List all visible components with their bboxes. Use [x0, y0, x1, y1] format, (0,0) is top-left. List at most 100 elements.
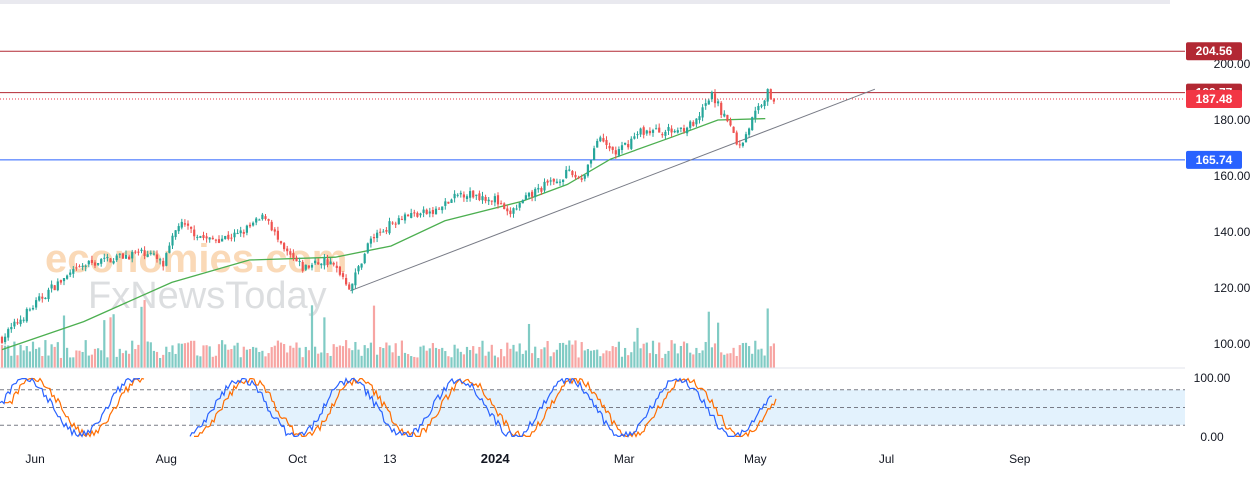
volume-bar [605, 350, 608, 368]
candle-body [180, 221, 183, 228]
volume-bar [751, 353, 754, 368]
volume-bar [267, 353, 270, 368]
volume-bar [289, 345, 292, 368]
time-tick-label: Mar [614, 452, 635, 466]
candle-body [242, 232, 245, 234]
level-badge-label: 165.74 [1196, 153, 1233, 167]
candle-body [478, 193, 481, 200]
stochastic-pane[interactable] [0, 376, 1185, 438]
volume-bar [230, 349, 233, 368]
volume-bar [744, 342, 748, 368]
candle-body [354, 272, 357, 286]
candle-body [16, 322, 19, 324]
candle-body [252, 222, 255, 226]
volume-bar [87, 355, 90, 368]
candle-body [289, 251, 292, 255]
candle-body [255, 218, 258, 223]
candle-body [723, 113, 726, 117]
candle-body [419, 213, 422, 216]
candle-body [698, 116, 701, 121]
price-tick-label: 200.00 [1214, 57, 1251, 71]
candle-body [766, 89, 769, 102]
candle-body [682, 128, 686, 132]
candle-body [534, 188, 537, 198]
stoch-tick-label: 0.00 [1200, 430, 1224, 444]
volume-bar [227, 349, 230, 368]
trendline[interactable] [350, 88, 876, 292]
candle-body [763, 100, 766, 107]
volume-bar [599, 356, 602, 368]
volume-bar [131, 340, 134, 368]
volume-bar [208, 346, 211, 368]
candle-body [751, 117, 754, 131]
volume-bar [81, 351, 84, 368]
volume-bar [537, 357, 540, 368]
candle-body [307, 265, 310, 268]
candle-body [233, 232, 236, 238]
candle-body [298, 261, 301, 263]
volume-bar [462, 354, 465, 368]
volume-bar [261, 350, 264, 368]
candle-body [537, 187, 540, 190]
volume-bar [624, 347, 627, 368]
candle-body [348, 284, 351, 290]
volume-bar [524, 350, 527, 368]
candle-body [475, 194, 478, 196]
volume-bar [295, 342, 298, 368]
candle-body [13, 321, 16, 327]
volume-bar [425, 350, 428, 368]
volume-bar [664, 353, 667, 368]
candle-body [748, 128, 751, 135]
volume-bar [180, 343, 183, 368]
volume-bar [357, 349, 360, 368]
volume-bar [177, 343, 180, 368]
candle-body [574, 174, 577, 178]
volume-bar [252, 346, 255, 368]
candle-body [562, 179, 565, 182]
candle-body [332, 262, 335, 265]
volume-bar [286, 352, 289, 368]
volume-bar [676, 353, 679, 368]
candle-body [397, 218, 400, 225]
volume-bar [35, 348, 38, 368]
candle-body [673, 130, 676, 133]
volume-bar [661, 357, 664, 368]
volume-bar [648, 353, 651, 368]
candle-body [38, 296, 41, 301]
candle-body [4, 336, 7, 343]
volume-bar [335, 346, 338, 368]
candle-body [425, 209, 428, 215]
volume-bar [400, 340, 403, 368]
volume-bar [128, 353, 131, 368]
time-axis[interactable]: Jun Aug Oct 13 2024 Mar May Jul Sep [25, 451, 1030, 466]
candle-body [53, 285, 56, 291]
volume-bar [360, 355, 363, 368]
volume-bar [115, 356, 118, 368]
volume-bar [0, 344, 4, 368]
volume-bar [62, 315, 66, 368]
candle-body [279, 241, 283, 244]
volume-bar [518, 343, 521, 368]
candle-body [121, 253, 124, 259]
volume-bar [509, 348, 512, 368]
candle-body [261, 214, 264, 220]
candle-body [239, 230, 242, 234]
volume-bar [183, 343, 186, 368]
level-badge [1186, 150, 1242, 169]
candle-body [469, 191, 472, 198]
stoch-k-line [0, 377, 140, 438]
candle-body [515, 208, 518, 210]
candle-body [149, 252, 152, 254]
volume-bar [354, 341, 357, 368]
candle-body [729, 120, 732, 126]
candle-body [221, 238, 224, 242]
volume-bar [217, 344, 221, 368]
volume-bar [59, 357, 62, 368]
candle-body [155, 254, 159, 259]
volume-bar [549, 356, 552, 368]
price-axis[interactable]: 200.00 180.00 160.00 140.00 120.00 100.00 100.… [1194, 57, 1251, 444]
volume-bar [593, 350, 596, 368]
candle-body [320, 263, 323, 266]
candle-body [93, 262, 97, 266]
